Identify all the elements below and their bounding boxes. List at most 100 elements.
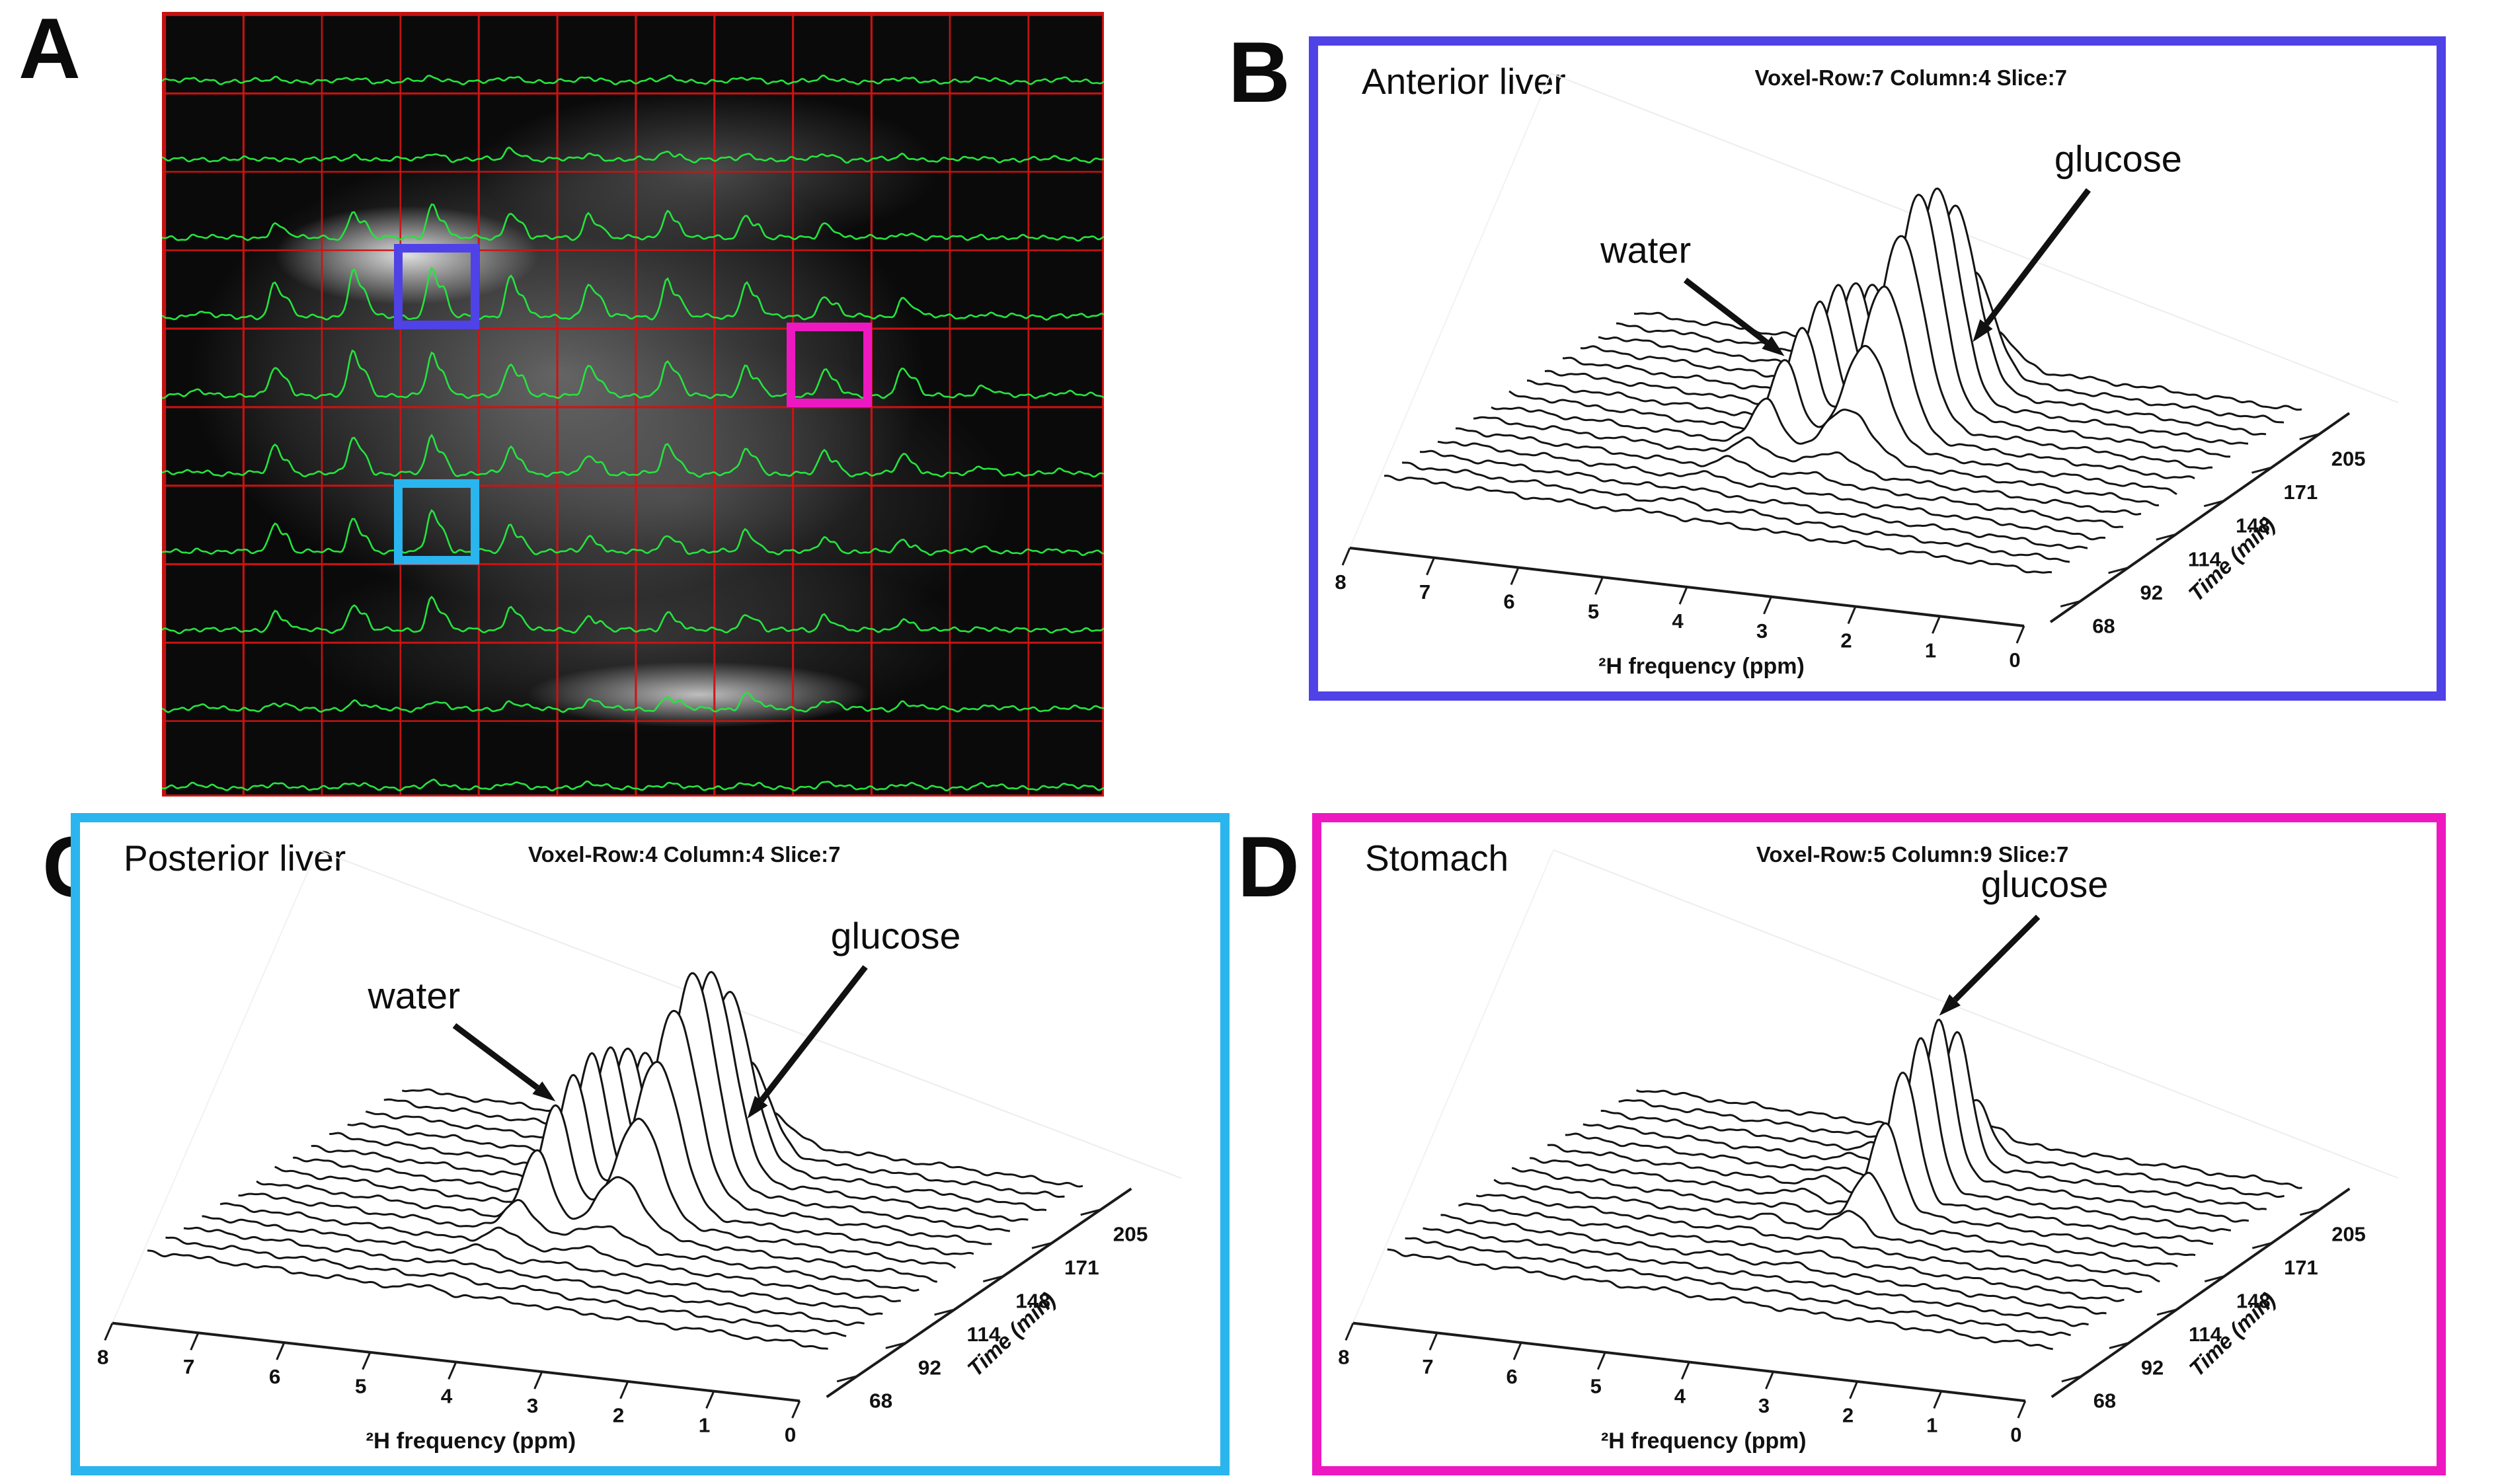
glucose-label: glucose: [831, 915, 961, 956]
time-tick-label: 68: [2092, 614, 2115, 637]
time-tick: [2156, 533, 2177, 541]
time-tick: [2109, 1341, 2130, 1349]
spectrum-trace-4: [1455, 427, 2124, 529]
spectrum-trace-1: [1401, 461, 2070, 563]
ppm-tick-label: 6: [269, 1365, 281, 1388]
ppm-tick-label: 8: [1335, 570, 1346, 594]
panel-b-anterior-liver: Anterior liver Voxel-Row:7 Column:4 Slic…: [1309, 36, 2446, 701]
spectrum-row-0: [162, 74, 1104, 86]
spectrum-trace-4: [219, 1202, 901, 1303]
spectrum-trace-3: [1440, 1214, 2107, 1315]
spectrum-trace-7: [1508, 344, 2177, 495]
spectrum-row-8: [162, 691, 1104, 713]
left-wall-edge: [1352, 849, 1554, 1324]
time-tick-label: 205: [2331, 1223, 2366, 1246]
time-axis: [2051, 1187, 2351, 1398]
ppm-tick: [791, 1400, 801, 1419]
panel-b-title: Anterior liver: [1362, 61, 1566, 102]
voxel-grid: [162, 12, 1104, 797]
water-arrow: [452, 1023, 539, 1091]
ppm-tick-label: 7: [1422, 1355, 1433, 1378]
time-tick-label: 92: [2141, 1356, 2164, 1379]
spectrum-trace-2: [183, 1226, 865, 1326]
time-tick: [2251, 466, 2272, 474]
time-tick-label: 148: [2236, 1289, 2271, 1312]
ppm-tick-label: 3: [1756, 619, 1768, 643]
left-wall-edge: [111, 849, 318, 1324]
time-tick: [2156, 1308, 2177, 1316]
time-tick-label: 68: [2093, 1389, 2116, 1413]
spectrum-trace-7: [274, 1104, 957, 1269]
ppm-tick-label: 0: [785, 1423, 797, 1446]
panel-c-title: Posterior liver: [124, 838, 346, 879]
ppm-tick: [1428, 1332, 1438, 1350]
spectrum-trace-7: [1511, 1167, 2178, 1268]
ppm-tick-label: 6: [1506, 1365, 1518, 1388]
ppm-tick: [362, 1352, 371, 1370]
ppm-tick-label: 4: [1674, 1384, 1686, 1407]
panel-b-voxel-info: Voxel-Row:7 Column:4 Slice:7: [1754, 65, 2067, 90]
time-tick-label: 171: [2283, 481, 2318, 504]
ppm-tick: [1512, 1342, 1522, 1360]
stomach-voxel-box: [787, 322, 872, 408]
spectrum-trace-0: [1384, 475, 2052, 574]
posterior-liver-voxel-box: [394, 479, 479, 565]
panel-a-mrsi-grid: [162, 12, 1104, 797]
ppm-tick: [1933, 1391, 1943, 1409]
time-tick-label: 92: [2140, 581, 2163, 604]
time-tick: [2061, 1375, 2082, 1383]
ppm-tick: [533, 1371, 543, 1389]
spectrum-trace-3: [1437, 440, 2106, 541]
time-tick-label: 205: [1113, 1223, 1148, 1246]
spectrum-row-7: [162, 596, 1104, 635]
anterior-liver-voxel-box: [394, 244, 479, 329]
time-tick-label: 114: [967, 1323, 1001, 1346]
time-tick-label: 148: [2236, 514, 2270, 537]
ppm-tick-label: 5: [1588, 600, 1599, 623]
ppm-tick: [1765, 1371, 1774, 1389]
time-tick: [2203, 500, 2224, 508]
time-tick: [2251, 1241, 2273, 1249]
spectrum-row-6: [162, 508, 1104, 557]
spectrum-row-4: [162, 349, 1104, 399]
time-tick-label: 92: [918, 1356, 941, 1380]
ppm-tick: [1426, 557, 1435, 576]
time-tick: [934, 1308, 955, 1316]
time-tick: [2300, 1208, 2320, 1216]
waterfall-plot-posterior-liver: 8 7 6 5 4 3 2 1 0 ²H frequency (ppm) 68 92 114 148 171…: [97, 849, 1182, 1466]
ppm-tick-label: 7: [183, 1355, 195, 1378]
ppm-tick: [104, 1323, 114, 1341]
time-tick-label: 171: [1064, 1256, 1099, 1279]
spectrum-trace-5: [238, 1192, 919, 1292]
ppm-tick-label: 1: [699, 1414, 711, 1437]
time-tick-label: 114: [2188, 547, 2222, 570]
ppm-tick-label: 6: [1503, 590, 1514, 613]
trace-fill-0: [1387, 1249, 2053, 1466]
glucose-arrow: [759, 965, 868, 1103]
ppm-tick: [190, 1332, 200, 1350]
ppm-tick-label: 7: [1419, 580, 1430, 604]
spectra-overlay: [162, 74, 1104, 792]
glucose-arrow: [1953, 914, 2041, 1002]
ppm-tick-label: 0: [2009, 648, 2020, 672]
ppm-axis-label: ²H frequency (ppm): [1601, 1428, 1807, 1454]
water-arrowhead: [1762, 336, 1785, 356]
trace-fill-0: [147, 1250, 828, 1466]
ppm-tick: [1763, 596, 1772, 615]
ppm-tick-label: 5: [355, 1375, 367, 1398]
time-tick-label: 205: [2331, 448, 2366, 471]
ppm-tick-label: 4: [441, 1385, 453, 1408]
glucose-arrowhead: [1939, 994, 1961, 1016]
glucose-arrowhead: [747, 1095, 768, 1119]
time-tick-label: 171: [2284, 1256, 2318, 1279]
time-tick: [836, 1375, 858, 1383]
waterfall-plot-anterior-liver: 8 7 6 5 4 3 2 1 0 ²H frequency (ppm) 68 92 114 148 171…: [1335, 73, 2399, 691]
time-tick: [1031, 1241, 1053, 1249]
spectrum-trace-4: [1458, 1202, 2125, 1302]
spectrum-row-2: [162, 203, 1104, 242]
time-tick: [2108, 566, 2129, 574]
time-axis: [2049, 412, 2351, 623]
spectrum-trace-0: [147, 1249, 828, 1350]
glucose-label: glucose: [1981, 863, 2108, 905]
panel-c-voxel-info: Voxel-Row:4 Column:4 Slice:7: [528, 842, 841, 867]
